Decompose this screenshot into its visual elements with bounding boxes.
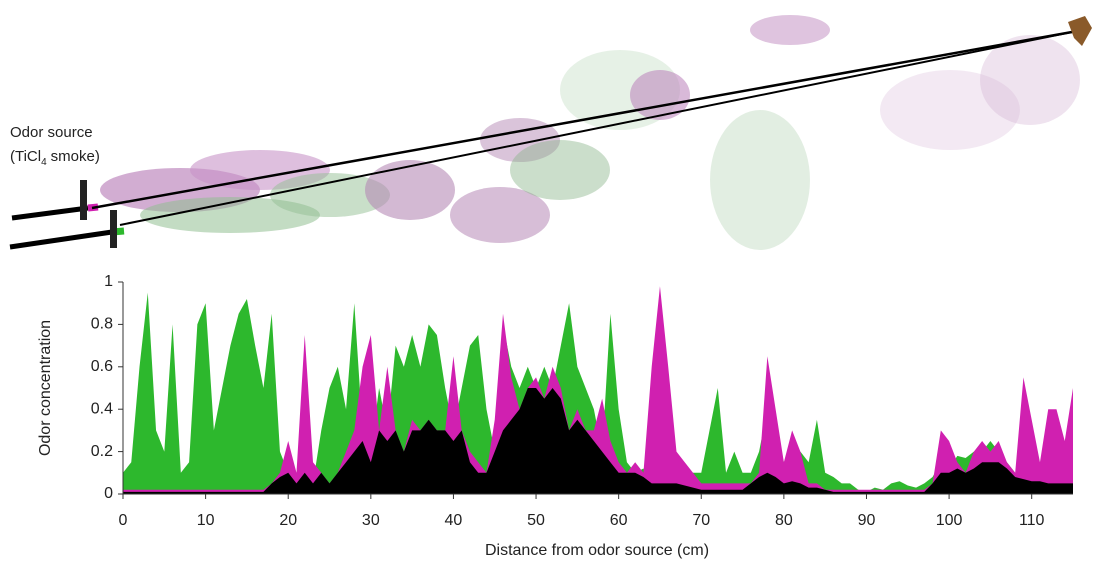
x-tick-label: 0 [119,512,128,529]
smoke-plume-illustration [100,15,1080,250]
y-tick-label: 0.4 [91,400,113,417]
area-series [123,388,1073,494]
x-tick-label: 100 [936,512,963,529]
x-tick-label: 90 [858,512,876,529]
x-tick-label: 110 [1019,512,1045,529]
odor-source-tubes [9,16,1092,250]
annotation-text: (TiCl [10,148,41,165]
x-tick-label: 30 [362,512,380,529]
x-tick-label: 60 [610,512,628,529]
annotation-text: smoke) [51,148,100,165]
x-tick-label: 50 [527,512,545,529]
area-series [123,286,1073,494]
x-tick-label: 10 [197,512,215,529]
y-tick-label: 0.8 [91,316,113,333]
y-tick-label: 1 [104,273,113,290]
y-tick-label: 0 [104,485,113,502]
x-tick-label: 80 [775,512,793,529]
annotation-subscript: 4 [41,157,47,168]
x-axis-label: Distance from odor source (cm) [485,542,709,559]
annotation-line: Odor source [10,124,93,141]
annotation-line: (TiCl4 smoke) [10,148,100,168]
y-axis-label: Odor concentration [37,320,54,456]
x-tick-label: 40 [445,512,463,529]
x-tick-label: 20 [279,512,297,529]
y-tick-label: 0.2 [91,443,113,460]
y-tick-label: 0.6 [91,358,113,375]
x-tick-label: 70 [692,512,710,529]
